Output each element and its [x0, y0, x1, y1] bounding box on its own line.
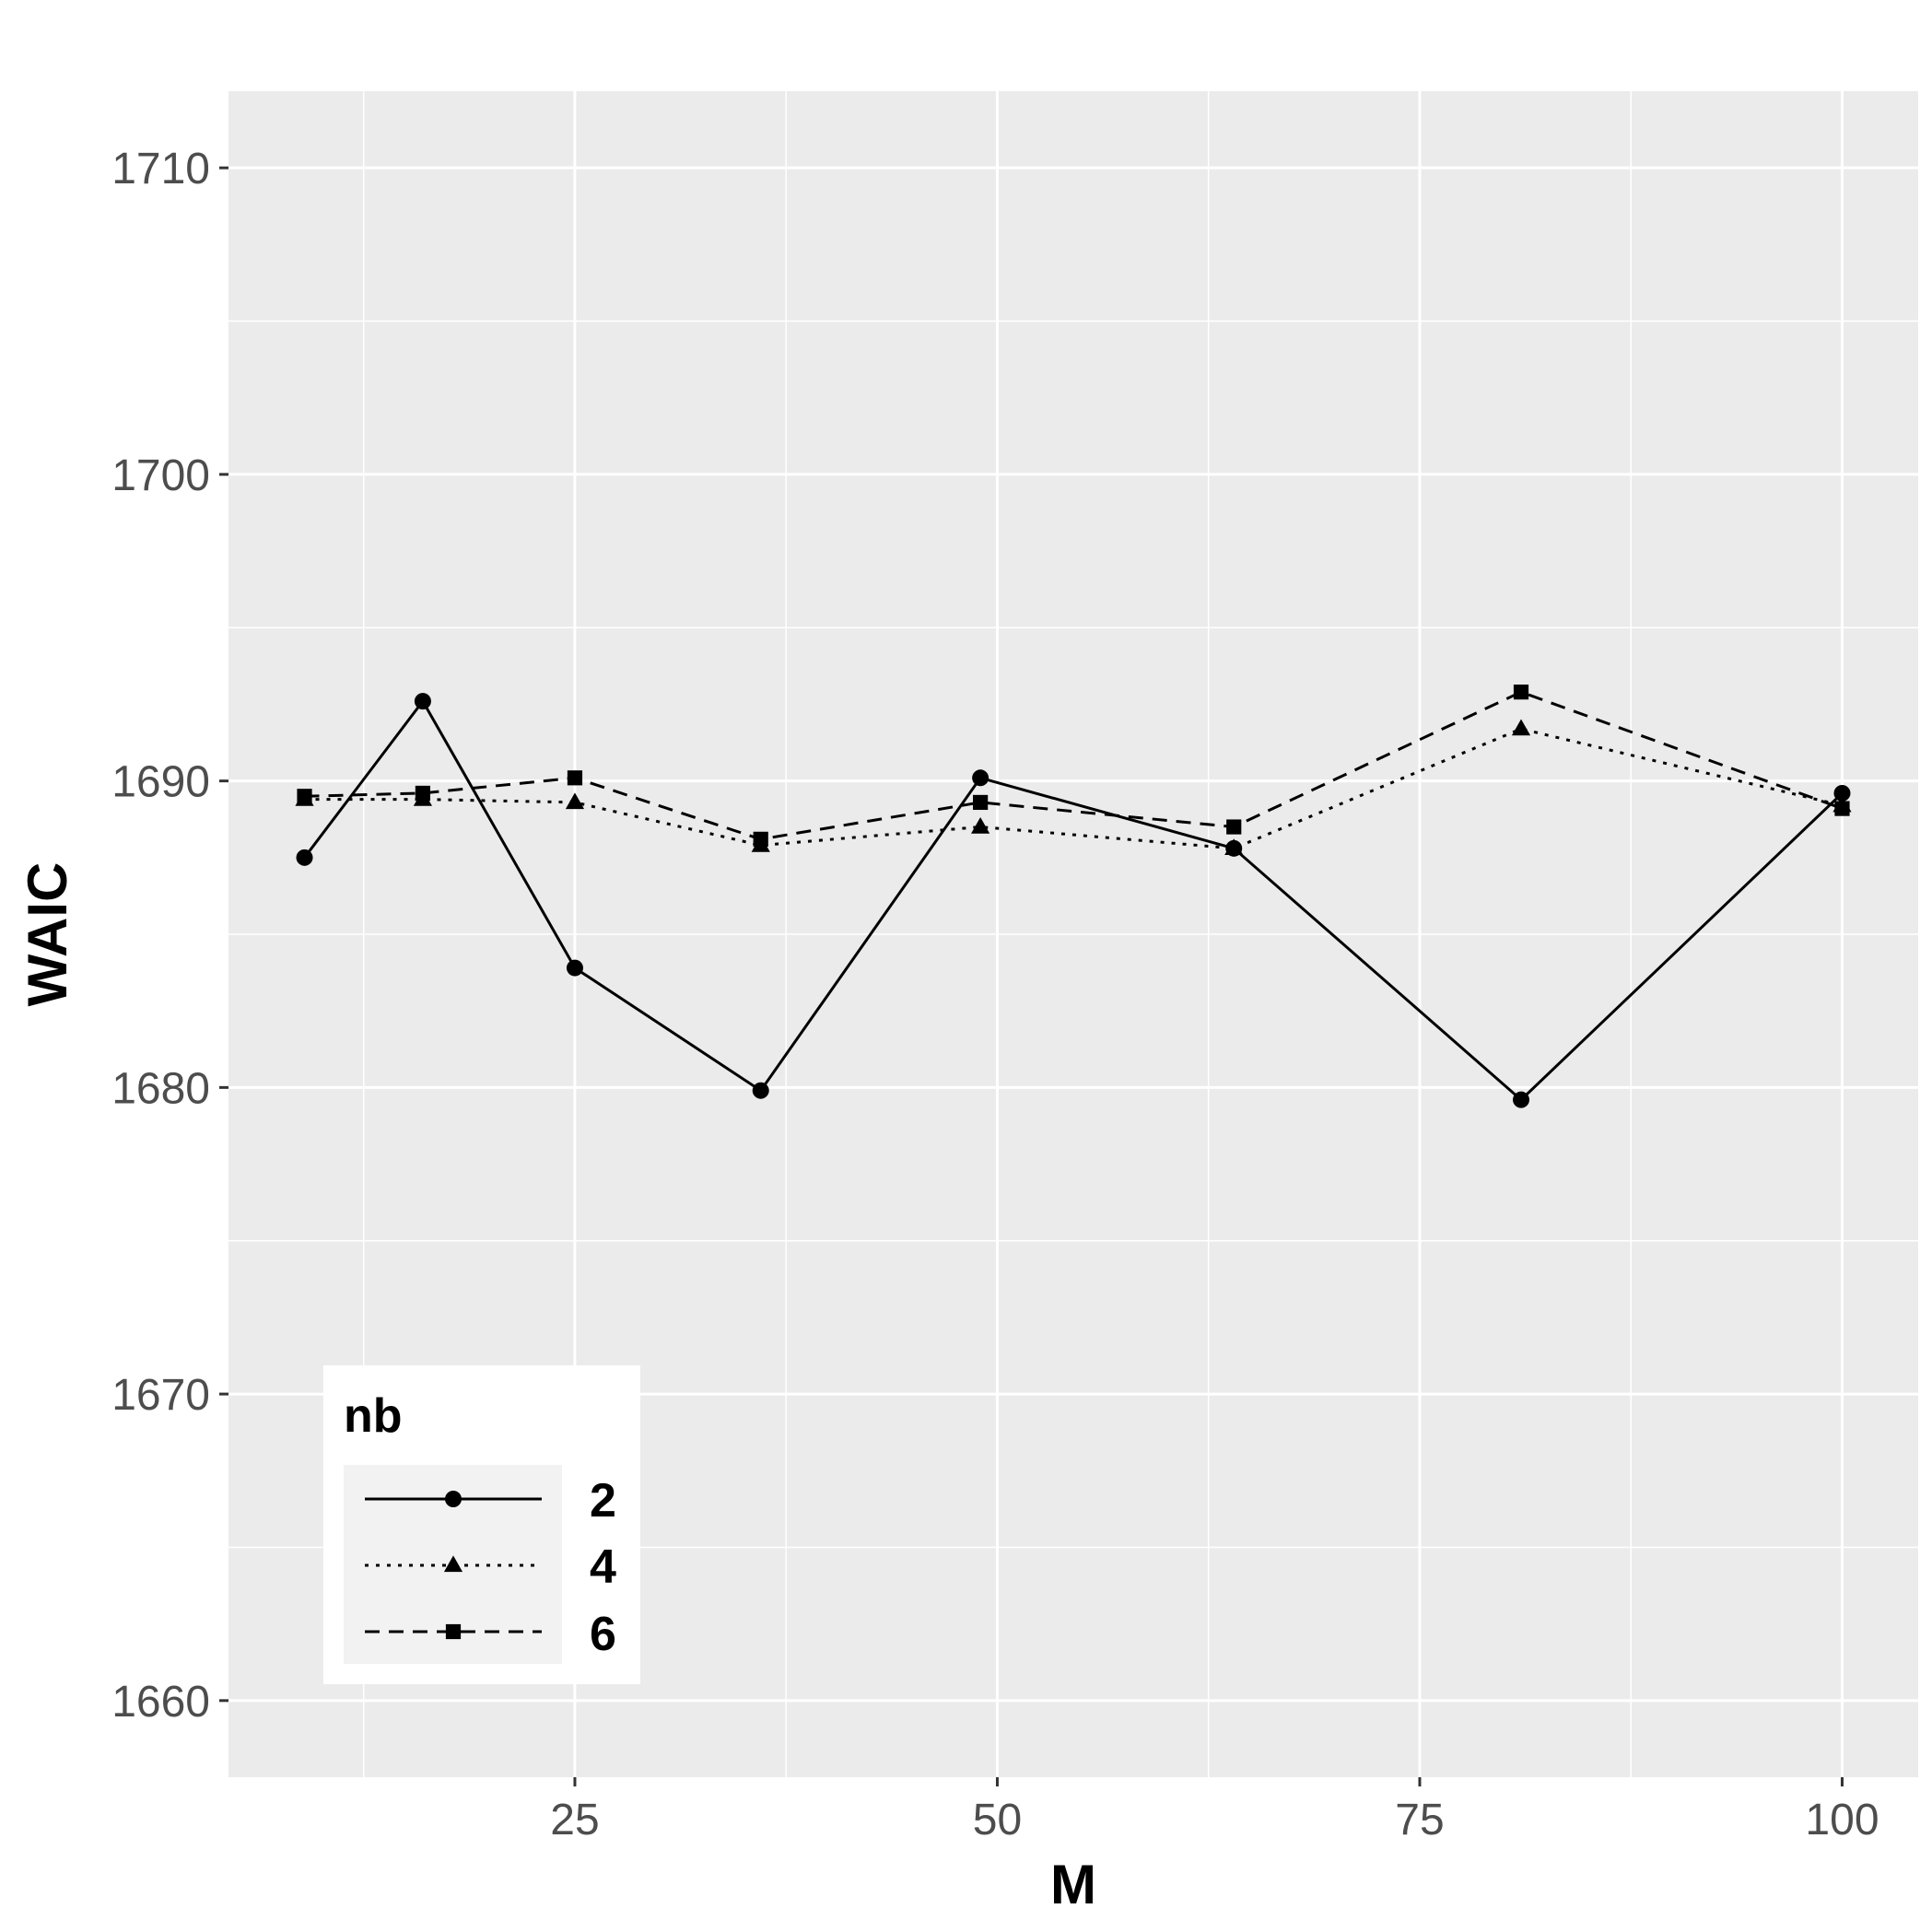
y-tick-label: 1710 [111, 145, 210, 193]
data-point-nb-2 [972, 769, 989, 787]
x-tick-label: 25 [550, 1796, 599, 1844]
data-point-nb-6 [567, 770, 583, 786]
data-point-nb-2 [566, 959, 583, 977]
minor-gridlines [228, 91, 1918, 1777]
x-tick-label: 50 [973, 1796, 1022, 1844]
data-point-nb-4 [1511, 719, 1531, 736]
legend-label-6: 6 [590, 1608, 616, 1661]
data-point-nb-6 [297, 789, 312, 804]
x-axis-title: M [1050, 1854, 1096, 1915]
y-tick-label: 1700 [111, 451, 210, 500]
data-point-nb-6 [753, 831, 768, 847]
x-tick-label: 100 [1805, 1796, 1879, 1844]
legend-label-2: 2 [590, 1474, 616, 1528]
data-point-nb-2 [296, 849, 313, 866]
legend-key-marker-4 [443, 1555, 463, 1573]
y-tick-label: 1670 [111, 1371, 210, 1420]
legend-title: nb [344, 1389, 403, 1443]
series-line-nb-6 [304, 690, 1844, 841]
legend-key-marker-2 [445, 1491, 462, 1507]
data-point-nb-4 [971, 816, 990, 834]
series-line-nb-4 [304, 727, 1843, 850]
data-point-nb-6 [973, 794, 989, 811]
data-point-nb-4 [1224, 838, 1244, 856]
y-tick-label: 1660 [111, 1678, 210, 1727]
legend-keys [365, 1491, 542, 1640]
legend: nb 2 4 6 [323, 1365, 640, 1684]
axes: 25 50 75 100 1660 1670 1680 1690 1700 1710 [111, 145, 1879, 1844]
series-line-nb-2 [303, 698, 1844, 1102]
data-point-nb-2 [1513, 1091, 1530, 1108]
y-tick-label: 1680 [111, 1064, 210, 1113]
data-point-nb-6 [415, 785, 431, 802]
legend-label-4: 4 [590, 1540, 616, 1594]
data-point-nb-4 [565, 792, 585, 810]
legend-key-marker-6 [445, 1623, 462, 1640]
data-point-nb-6 [1226, 819, 1242, 835]
series-layer [295, 685, 1852, 1108]
data-point-nb-6 [1513, 685, 1529, 700]
y-axis-title: WAIC [17, 862, 78, 1007]
y-tick-label: 1690 [111, 758, 210, 807]
data-point-nb-2 [1833, 784, 1851, 802]
x-tick-label: 75 [1395, 1796, 1444, 1844]
data-point-nb-2 [414, 693, 431, 710]
data-point-nb-6 [1834, 801, 1850, 816]
data-point-nb-2 [752, 1082, 769, 1099]
